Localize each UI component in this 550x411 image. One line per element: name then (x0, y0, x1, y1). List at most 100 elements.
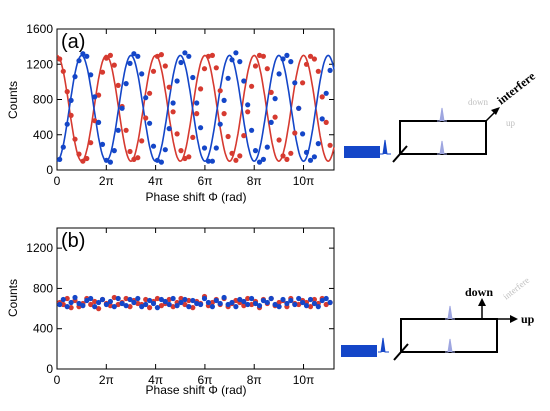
blue-fit-curve (56, 54, 335, 163)
blue-data-point (96, 119, 102, 125)
red-data-point (111, 62, 117, 68)
red-data-point (88, 301, 94, 308)
y-tick-label: 1200 (26, 241, 53, 255)
blue-data-point (303, 303, 310, 309)
red-data-point (209, 52, 215, 59)
blue-data-point (217, 121, 223, 127)
blue-data-point (64, 304, 70, 310)
red-data-point (158, 52, 164, 58)
chart-b-x-axis-label: Phase shift Φ (rad) (146, 383, 247, 397)
red-data-point (264, 66, 270, 72)
blue-data-point (186, 304, 192, 310)
blue-data-point (221, 97, 227, 103)
chart-b-y-axis-label: Counts (6, 279, 20, 317)
blue-data-point (57, 156, 63, 162)
red-data-point (221, 111, 227, 117)
red-data-point (190, 134, 196, 140)
blue-data-point (288, 59, 294, 65)
blue-data-point (107, 298, 113, 305)
blue-data-point (119, 300, 125, 307)
blue-data-point (280, 296, 286, 303)
chart-a-fit-curves (56, 54, 335, 163)
blue-data-point (111, 148, 117, 154)
blue-data-point (221, 294, 227, 301)
blue-data-point (272, 301, 278, 308)
blue-data-point (80, 303, 86, 309)
x-tick-label: 0 (54, 174, 61, 188)
red-data-point (249, 301, 255, 308)
red-data-point (300, 80, 306, 86)
red-data-point (99, 69, 106, 75)
up-arrow-head (510, 315, 518, 323)
red-data-point (237, 153, 243, 159)
red-data-point (135, 155, 141, 161)
x-tick-label: 2π (99, 373, 114, 387)
x-tick-label: 10π (293, 174, 315, 188)
red-data-point (323, 119, 329, 125)
y-tick-label: 400 (33, 322, 53, 336)
blue-data-point (198, 301, 204, 308)
red-data-point (303, 61, 310, 67)
blue-data-point (72, 74, 78, 80)
blue-data-point (237, 59, 243, 65)
blue-data-point (229, 299, 235, 306)
red-data-point (307, 53, 314, 59)
red-data-point (260, 53, 266, 59)
down-arrow-head (478, 298, 486, 306)
chart-b-points (57, 293, 333, 312)
blue-data-point (201, 295, 208, 302)
red-data-point (241, 303, 247, 309)
red-data-point (96, 306, 102, 312)
blue-data-point (233, 304, 239, 310)
blue-data-point (296, 295, 302, 302)
blue-data-point (84, 53, 90, 59)
blue-data-point (213, 297, 219, 304)
blue-data-point (131, 51, 137, 57)
blue-data-point (84, 297, 90, 304)
red-data-point (72, 136, 78, 142)
blue-data-point (323, 90, 329, 96)
x-tick-label: 4π (148, 174, 163, 188)
blue-data-point (292, 80, 298, 86)
blue-data-point (209, 304, 215, 310)
red-data-point (166, 84, 172, 90)
red-data-point (111, 294, 117, 301)
blue-data-point (225, 75, 231, 81)
red-data-point (252, 63, 259, 69)
red-data-point (68, 112, 74, 118)
x-tick-label: 0 (54, 373, 61, 387)
red-data-point (182, 301, 188, 308)
blue-data-point (198, 125, 204, 131)
chart-b: 0 2π 4π 6π 8π 10π 0 400 800 1200 (b) Phase shift… (6, 227, 335, 397)
y-tick-label: 1200 (26, 57, 53, 71)
pulse-top-arm (437, 107, 447, 122)
red-data-point (84, 155, 90, 162)
y-tick-label: 0 (46, 163, 53, 177)
blue-data-point (119, 105, 125, 111)
red-data-point (327, 142, 333, 148)
red-data-point (135, 300, 141, 307)
red-data-point (233, 157, 239, 163)
y-tick-label: 1600 (26, 22, 53, 36)
blue-data-point (307, 157, 314, 163)
x-tick-label: 2π (99, 174, 114, 188)
red-data-point (311, 296, 317, 303)
blue-data-point (249, 127, 255, 133)
blue-data-point (166, 126, 172, 132)
red-data-point (307, 304, 314, 310)
red-data-point (190, 305, 196, 311)
chart-a-y-axis-label: Counts (6, 81, 20, 119)
red-data-point (139, 138, 145, 144)
red-data-point (205, 53, 211, 59)
blue-data-point (60, 144, 66, 150)
blue-data-point (99, 296, 106, 303)
red-data-point (256, 52, 263, 59)
blue-data-point (182, 296, 188, 303)
blue-data-point (170, 100, 176, 106)
blue-data-point (60, 296, 66, 303)
y-tick-label: 0 (46, 362, 53, 376)
interfere-label: interfere (494, 69, 538, 108)
red-data-point (131, 156, 137, 162)
red-data-point (60, 68, 66, 74)
blue-data-point (68, 299, 74, 306)
